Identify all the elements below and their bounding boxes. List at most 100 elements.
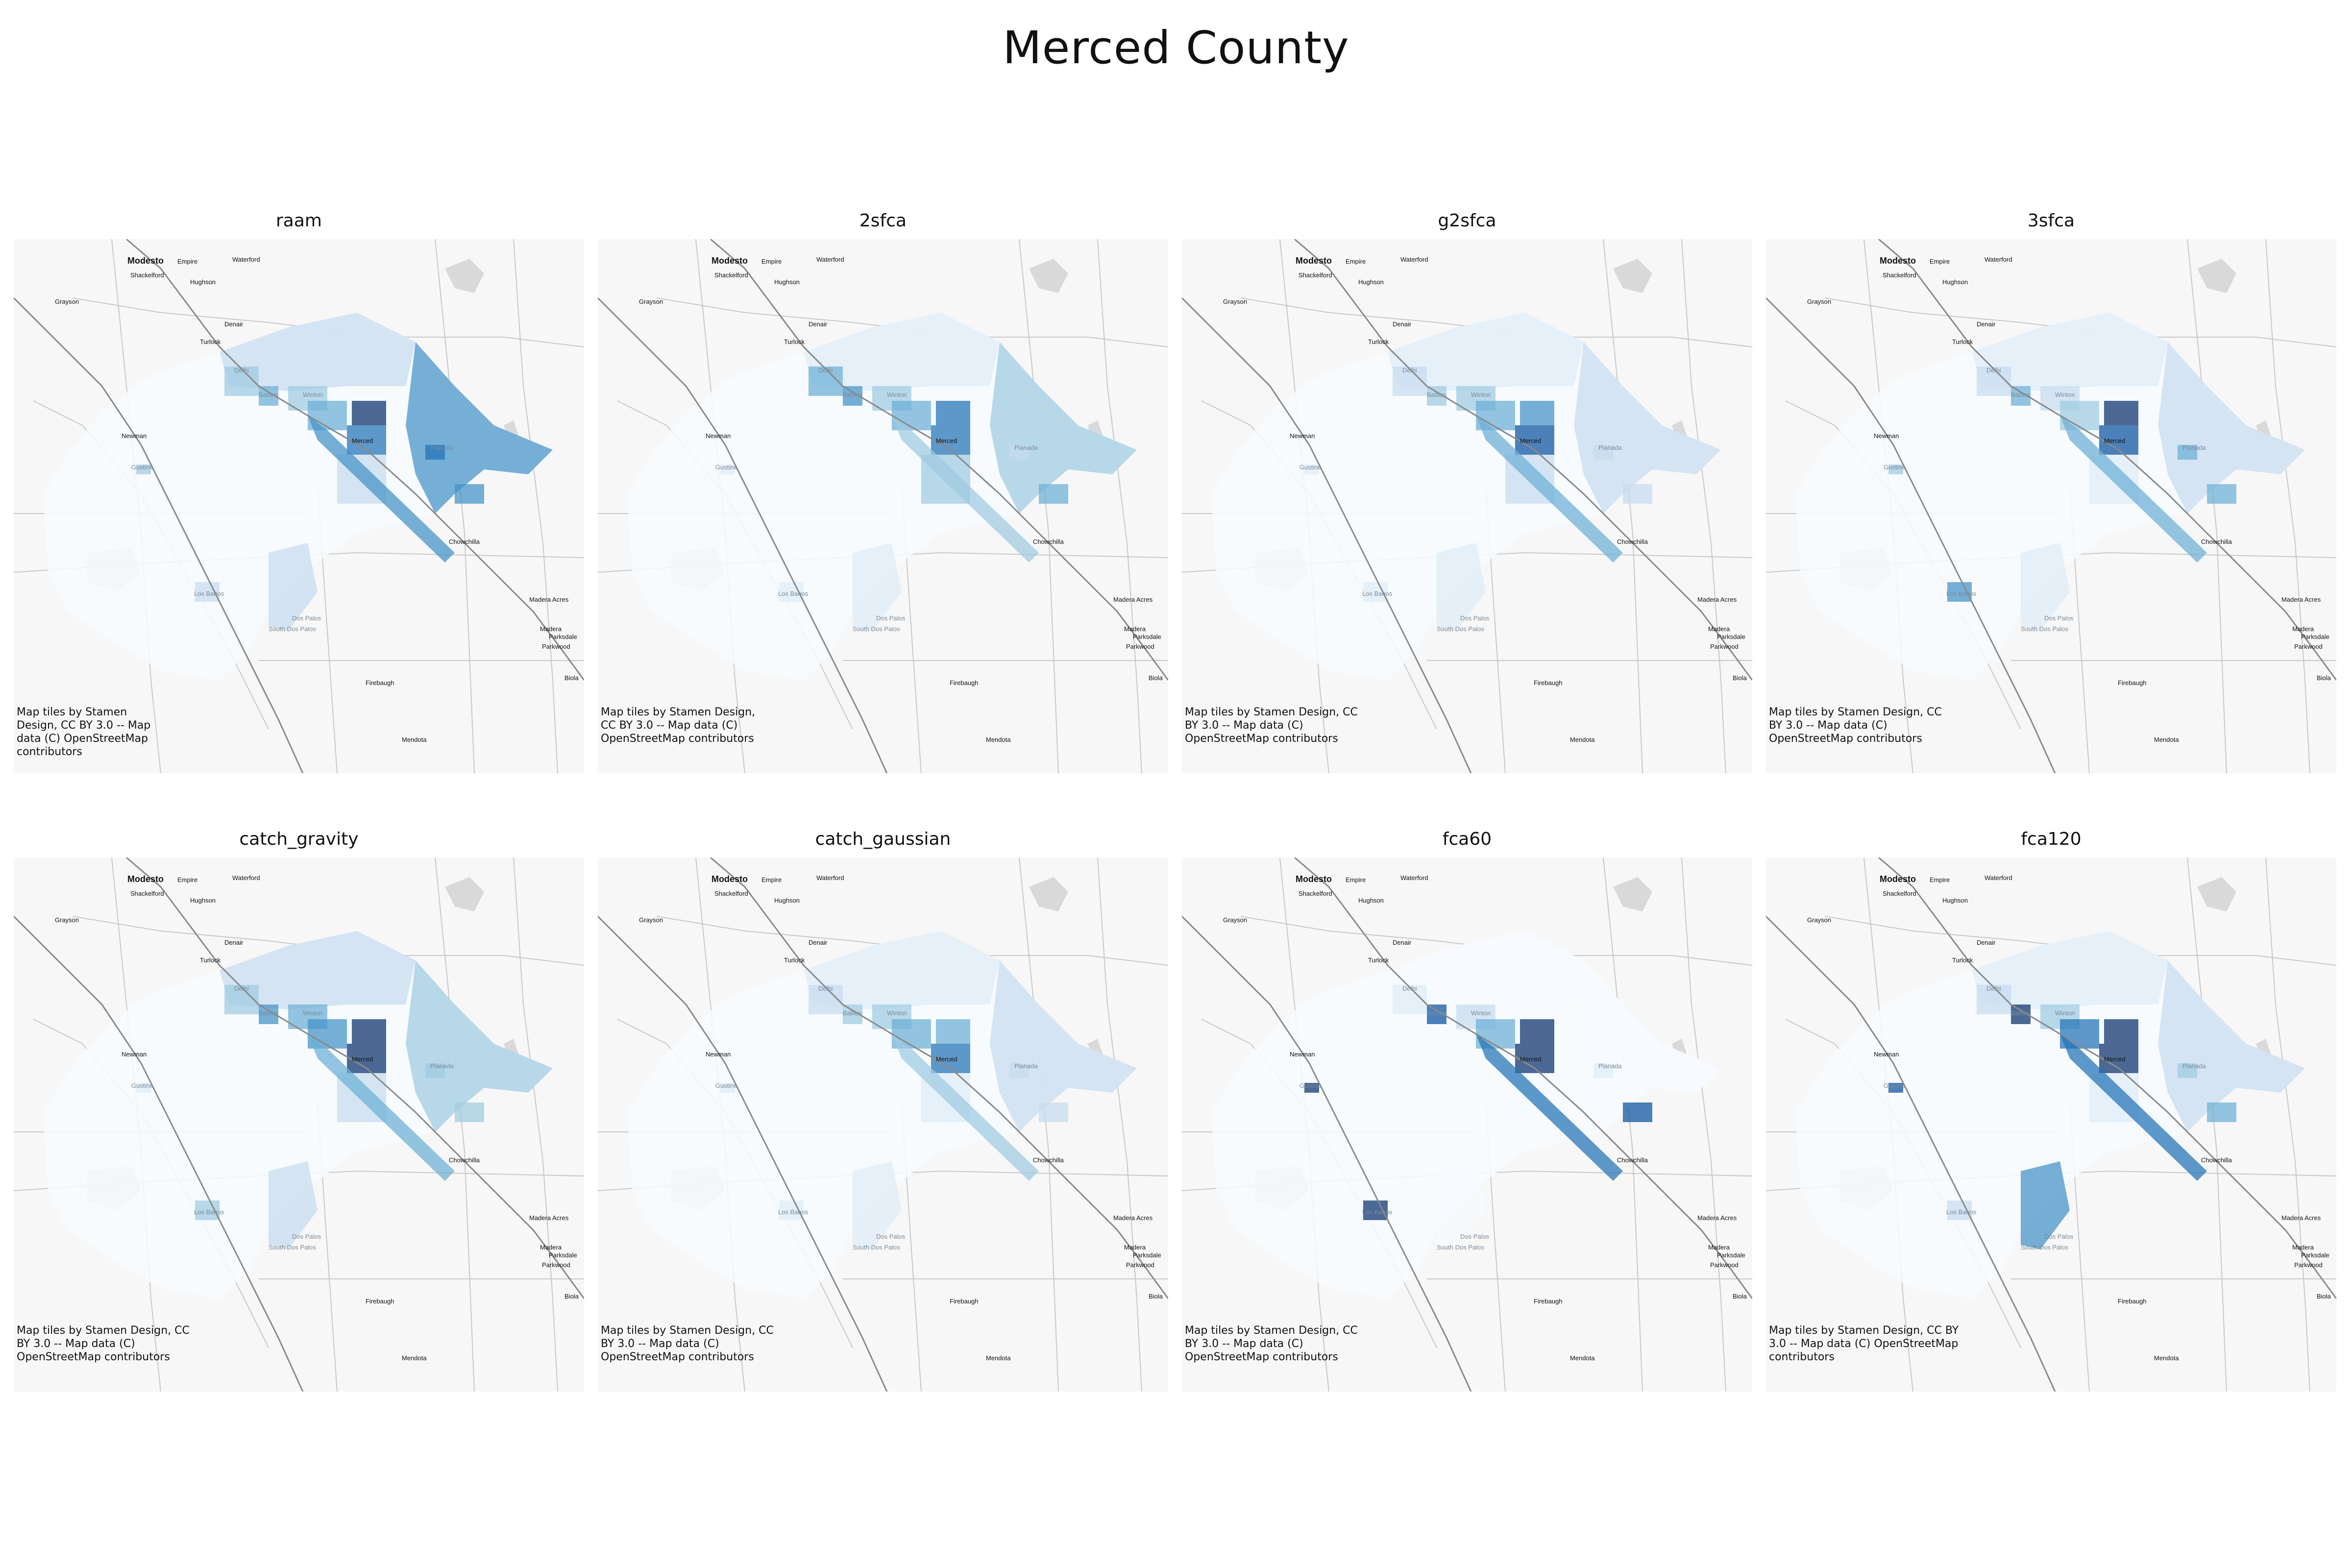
place-label: Firebaugh [1534, 1298, 1563, 1305]
place-label: Biola [1733, 674, 1747, 682]
place-label: Madera Acres [529, 1214, 569, 1222]
tract-ballico [2011, 1004, 2031, 1024]
place-label: Merced [1520, 437, 1541, 444]
tract-merced-ne [936, 1019, 970, 1044]
water-body [2197, 877, 2236, 911]
place-label: Mendota [986, 1354, 1011, 1362]
tract-gustine [1304, 465, 1319, 474]
place-label: Planada [2182, 444, 2206, 451]
place-label: Waterford [232, 256, 260, 263]
place-label: Waterford [1400, 874, 1428, 882]
tract-north-band [1972, 931, 2168, 1009]
place-label: Parkwood [1126, 1261, 1154, 1269]
place-label: Planada [430, 1062, 454, 1070]
tract-gustine [720, 465, 735, 474]
place-label: Hughson [190, 897, 216, 904]
place-label: Grayson [639, 298, 663, 305]
place-label: Biola [1733, 1293, 1747, 1300]
place-label: Empire [1346, 258, 1366, 265]
tract-delhi [1977, 985, 2011, 1014]
place-label: Ballico [843, 391, 861, 398]
tract-losbanos [779, 582, 804, 602]
basemap: Modesto Empire Waterford Shackelford Hughson… [598, 858, 1168, 1392]
highway [126, 858, 584, 1299]
place-label: Grayson [1223, 298, 1247, 305]
place-label: Delhi [1402, 367, 1417, 374]
place-label: Turlock [784, 956, 805, 964]
tract-planada [425, 445, 445, 460]
highway [1766, 297, 2056, 773]
place-label: Parkwood [542, 643, 570, 650]
place-label: Turlock [200, 956, 221, 964]
tract-merced-core [1515, 425, 1554, 455]
tract-merced-core [931, 1044, 970, 1073]
tract-corridor [308, 1034, 455, 1181]
place-label: Biola [2317, 1293, 2331, 1300]
place-label: Turlock [1368, 956, 1389, 964]
tract-big-east [406, 342, 553, 514]
place-label: Winton [887, 391, 906, 398]
place-label: Hughson [1942, 278, 1968, 286]
tract-big-east [406, 960, 553, 1132]
water-body [2197, 259, 2236, 293]
tract-north-band [220, 931, 416, 1009]
place-label: Waterford [1984, 256, 2012, 263]
place-label: Parkwood [1126, 643, 1154, 650]
tract-merced-core [931, 425, 970, 455]
place-label: Los Banos [778, 590, 808, 597]
place-label: Biola [564, 1293, 579, 1300]
place-label: Madera [540, 1244, 562, 1251]
place-label: Los Banos [194, 590, 224, 597]
place-label: Newman [1290, 1051, 1315, 1058]
highway [1878, 239, 2336, 681]
place-label: Newman [122, 432, 147, 440]
tract-ballico [1427, 386, 1446, 406]
panel-title: 3sfca [2027, 211, 2075, 231]
place-label: Planada [1598, 444, 1622, 451]
tract-north-band [220, 313, 416, 391]
tract-dospalos [2021, 1161, 2070, 1250]
place-label: Dos Palos [876, 614, 906, 622]
place-label: Madera [1124, 625, 1146, 633]
highway [710, 858, 1168, 1299]
tract-southeast [1039, 484, 1068, 504]
map-attribution: Map tiles by Stamen Design, CC BY 3.0 --… [601, 706, 756, 745]
highway [1294, 239, 1752, 681]
place-label: Ballico [1427, 1009, 1446, 1017]
place-label: Modesto [1296, 256, 1332, 266]
place-label: Denair [808, 939, 828, 946]
panel-title: catch_gaussian [815, 829, 951, 849]
tract-dospalos [853, 543, 902, 631]
place-label: Gustine [715, 1082, 737, 1089]
place-label: Hughson [1942, 897, 1968, 904]
tract-corridor [892, 1034, 1039, 1181]
place-label: Denair [808, 320, 828, 328]
place-label: Firebaugh [366, 679, 394, 686]
place-label: Merced [2104, 437, 2125, 444]
basemap: Modesto Empire Waterford Shackelford Hughson… [14, 858, 584, 1392]
place-label: Gustine [1884, 1082, 1906, 1089]
place-label: Firebaugh [2118, 1298, 2147, 1305]
tract-corridor [2060, 416, 2207, 563]
place-label: Chowchilla [1033, 538, 1064, 545]
place-label: Denair [1393, 320, 1412, 328]
place-label: Merced [352, 1055, 373, 1063]
tract-ballico [259, 386, 278, 406]
map-attribution: Map tiles by Stamen Design, CC BY 3.0 --… [1769, 706, 1942, 745]
basemap: Modesto Empire Waterford Shackelford Hughson… [1182, 858, 1752, 1392]
place-label: Newman [1874, 432, 1899, 440]
highway [598, 915, 888, 1392]
place-label: Ballico [1427, 391, 1446, 398]
tract-gustine [1888, 1083, 1903, 1093]
tract-north-band [1388, 931, 1584, 1009]
tract-north-band [1388, 313, 1584, 391]
map-attribution: Map tiles by Stamen Design, CC BY 3.0 --… [1185, 1324, 1358, 1363]
road [1097, 858, 1142, 1392]
tract-merced-ne [2104, 401, 2138, 425]
place-label: Ballico [843, 1009, 861, 1017]
place-label: Dos Palos [876, 1233, 906, 1240]
place-label: South Dos Palos [853, 625, 900, 633]
place-label: Parksdale [2301, 1251, 2329, 1259]
place-label: Newman [706, 1051, 731, 1058]
place-label: Merced [352, 437, 373, 444]
